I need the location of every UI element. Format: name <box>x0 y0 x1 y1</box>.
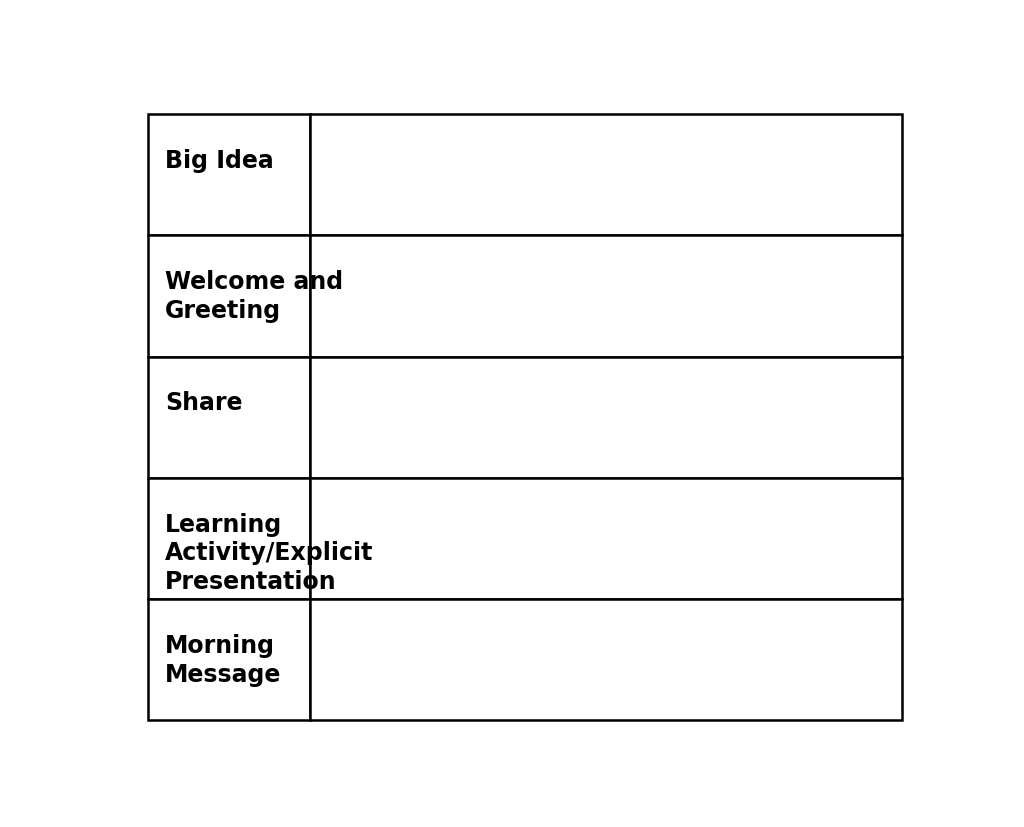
Bar <box>310 599 902 720</box>
Bar <box>310 115 902 237</box>
Bar <box>147 115 310 237</box>
Text: Share: Share <box>165 391 243 415</box>
Bar <box>310 357 902 478</box>
Bar <box>147 357 310 478</box>
Bar <box>147 478 310 599</box>
Text: Big Idea: Big Idea <box>165 149 274 173</box>
Bar <box>310 237 902 357</box>
Text: Morning
Message: Morning Message <box>165 633 282 686</box>
Bar <box>147 599 310 720</box>
Bar <box>147 237 310 357</box>
Text: Welcome and
Greeting: Welcome and Greeting <box>165 270 343 323</box>
Bar <box>310 478 902 599</box>
Text: Learning
Activity/Explicit
Presentation: Learning Activity/Explicit Presentation <box>165 512 374 594</box>
